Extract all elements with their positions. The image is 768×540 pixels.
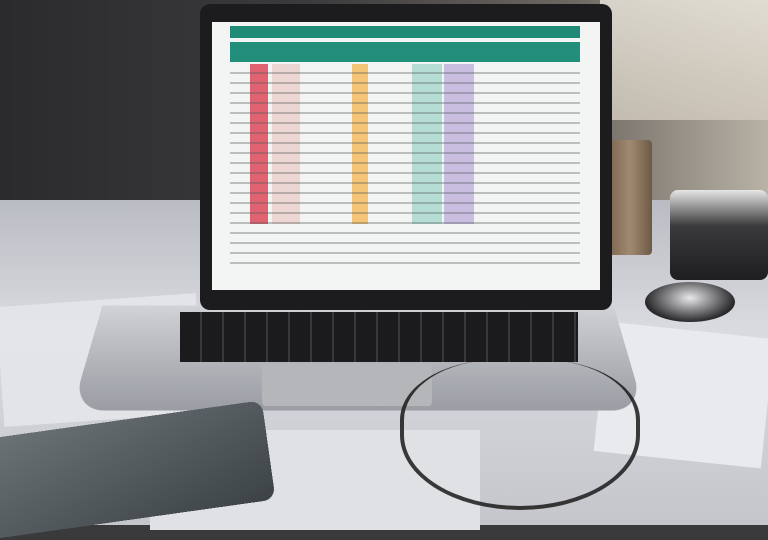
highlight-column [272,64,300,224]
highlight-column-red [250,64,268,224]
eyeglasses [400,360,640,510]
sheet-rows [230,64,580,264]
window [600,0,768,120]
mouse [645,282,735,322]
highlight-column-orange [352,64,368,224]
desk-device [670,190,768,280]
laptop-trackpad [262,364,432,406]
pencil-cup [608,140,652,255]
sheet-title-bar [230,26,580,38]
spreadsheet-screen [212,22,600,290]
laptop-keyboard [180,312,578,362]
sheet-column-headers [230,42,580,62]
highlight-column-purple [444,64,474,224]
highlight-column-teal [412,64,442,224]
